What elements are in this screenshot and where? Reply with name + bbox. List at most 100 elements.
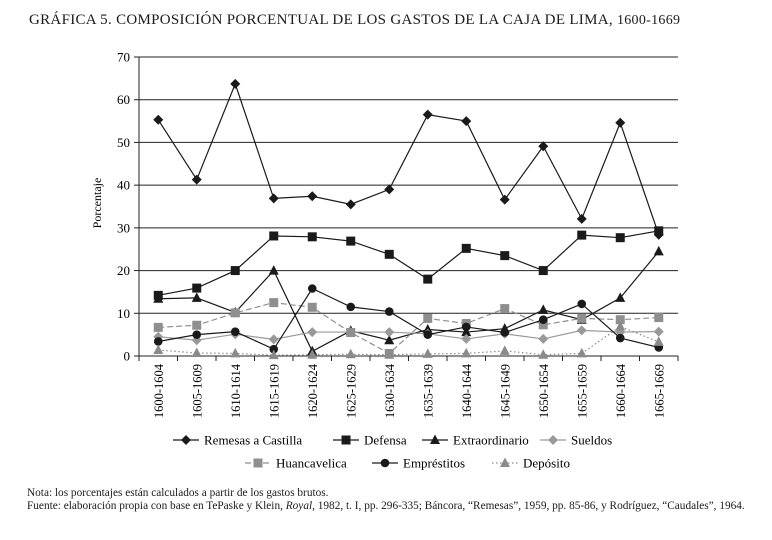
point-defensa-1655-1659 [577, 230, 587, 240]
point-sueldos-1615-1619 [268, 334, 279, 345]
series-remesas-a-castilla [153, 78, 664, 240]
legend-item-deposito: Depósito [492, 456, 570, 471]
title-years: 1600-1669 [616, 13, 681, 28]
point-remesas-a-castilla-1615-1619 [268, 193, 279, 204]
y-axis: 0 10 20 30 40 50 60 70 [117, 50, 140, 364]
point-remesas-a-castilla-1605-1609 [191, 174, 202, 185]
point-extraordinario-1635-1639 [422, 324, 433, 334]
point-huancavelica-1645-1649 [500, 304, 510, 314]
legend-label-remesas-a-castilla: Remesas a Castilla [204, 433, 302, 448]
legend-label-defensa: Defensa [364, 433, 407, 448]
legend-item-extraordinario: Extraordinario [422, 433, 529, 448]
point-extraordinario-1665-1669 [653, 245, 664, 256]
title-text: GRÁFICA 5. COMPOSICIÓN PORCENTUAL DE LOS… [29, 12, 617, 28]
series-deposito [153, 321, 664, 360]
legend-marker-sueldos [548, 435, 558, 445]
x-tick-label-1660-1664: 1660-1664 [614, 363, 628, 418]
point-sueldos-1620-1624 [307, 327, 318, 338]
y-tick-label-60: 60 [117, 92, 130, 107]
point-huancavelica-1635-1639 [423, 313, 433, 323]
series-emprestitos [153, 284, 664, 354]
point-huancavelica-1665-1669 [654, 313, 664, 323]
point-remesas-a-castilla-1620-1624 [307, 191, 318, 202]
point-remesas-a-castilla-1630-1634 [384, 184, 395, 195]
y-tick-label-10: 10 [117, 306, 130, 321]
legend-marker-extraordinario [430, 434, 440, 444]
legend-marker-huancavelica [253, 458, 263, 468]
point-emprestitos-1650-1654 [538, 315, 548, 324]
legend-item-defensa: Defensa [333, 433, 407, 448]
point-remesas-a-castilla-1610-1614 [230, 78, 241, 89]
point-emprestitos-1600-1604 [153, 337, 163, 346]
series-extraordinario [153, 245, 664, 356]
x-tick-label-1610-1614: 1610-1614 [229, 363, 243, 418]
point-defensa-1625-1629 [346, 236, 356, 246]
point-remesas-a-castilla-1660-1664 [615, 117, 626, 128]
point-deposito-1630-1634 [384, 349, 395, 359]
point-deposito-1660-1664 [615, 321, 626, 331]
point-huancavelica-1660-1664 [615, 315, 625, 325]
point-defensa-1620-1624 [307, 232, 317, 242]
notes: Nota: los porcentajes están calculados a… [0, 487, 772, 513]
point-huancavelica-1650-1654 [538, 320, 548, 330]
series-line-extraordinario [158, 250, 660, 353]
point-huancavelica-1615-1619 [269, 298, 279, 308]
point-sueldos-1640-1644 [461, 333, 472, 344]
x-tick-label-1655-1659: 1655-1659 [575, 364, 589, 418]
legend-item-emprestitos: Empréstitos [372, 456, 465, 471]
point-emprestitos-1605-1609 [192, 330, 202, 339]
y-tick-label-20: 20 [117, 263, 130, 278]
point-defensa-1640-1644 [461, 243, 471, 253]
series-line-emprestitos [158, 287, 659, 350]
source-royal: Royal [285, 500, 313, 512]
series-huancavelica [153, 298, 664, 358]
legend-marker-remesas-a-castilla [181, 435, 191, 445]
point-huancavelica-1655-1659 [577, 313, 587, 323]
point-deposito-1645-1649 [499, 345, 510, 355]
x-tick-label-1665-1669: 1665-1669 [652, 364, 666, 418]
x-axis: 1600-1604 1605-1609 1610-1614 1615-1619 1620… [138, 355, 679, 418]
point-remesas-a-castilla-1600-1604 [153, 114, 164, 125]
point-remesas-a-castilla-1640-1644 [461, 116, 472, 127]
point-emprestitos-1635-1639 [423, 330, 433, 339]
point-sueldos-1650-1654 [538, 333, 549, 344]
legend-marker-deposito [500, 457, 510, 467]
point-deposito-1640-1644 [461, 347, 472, 358]
series-defensa [153, 226, 664, 300]
point-defensa-1660-1664 [615, 233, 625, 243]
point-defensa-1615-1619 [269, 231, 279, 241]
legend-item-sueldos: Sueldos [540, 433, 612, 448]
point-extraordinario-1660-1664 [615, 292, 626, 302]
point-deposito-1610-1614 [230, 347, 241, 358]
chart-title: GRÁFICA 5. COMPOSICIÓN PORCENTUAL DE LOS… [29, 12, 680, 29]
point-sueldos-1630-1634 [384, 327, 395, 338]
legend-marker-defensa [341, 435, 351, 445]
series-line-huancavelica [158, 301, 659, 355]
legend-item-remesas-a-castilla: Remesas a Castilla [173, 433, 302, 448]
point-huancavelica-1600-1604 [153, 322, 163, 332]
legend-item-huancavelica: Huancavelica [245, 456, 347, 471]
x-tick-label-1625-1629: 1625-1629 [344, 364, 358, 418]
y-tick-label-0: 0 [124, 349, 131, 364]
y-tick-label-30: 30 [117, 220, 130, 235]
point-defensa-1650-1654 [538, 266, 548, 276]
point-deposito-1665-1669 [653, 336, 664, 346]
series-line-defensa [158, 230, 659, 296]
legend-label-deposito: Depósito [523, 456, 570, 471]
point-extraordinario-1640-1644 [461, 326, 472, 337]
x-tick-label-1600-1604: 1600-1604 [152, 363, 166, 418]
point-remesas-a-castilla-1645-1649 [499, 194, 510, 205]
point-emprestitos-1625-1629 [346, 302, 356, 312]
point-defensa-1630-1634 [384, 249, 394, 259]
x-tick-label-1635-1639: 1635-1639 [421, 364, 435, 418]
point-sueldos-1655-1659 [576, 325, 587, 336]
point-emprestitos-1615-1619 [269, 344, 279, 354]
point-remesas-a-castilla-1635-1639 [422, 109, 433, 120]
y-axis-label: Porcentaje [90, 178, 104, 229]
point-emprestitos-1620-1624 [307, 284, 317, 293]
x-tick-label-1640-1644: 1640-1644 [460, 363, 474, 418]
series-line-remesas-a-castilla [157, 82, 660, 235]
point-emprestitos-1630-1634 [384, 307, 394, 316]
point-deposito-1650-1654 [538, 349, 549, 359]
legend-label-extraordinario: Extraordinario [453, 433, 529, 448]
